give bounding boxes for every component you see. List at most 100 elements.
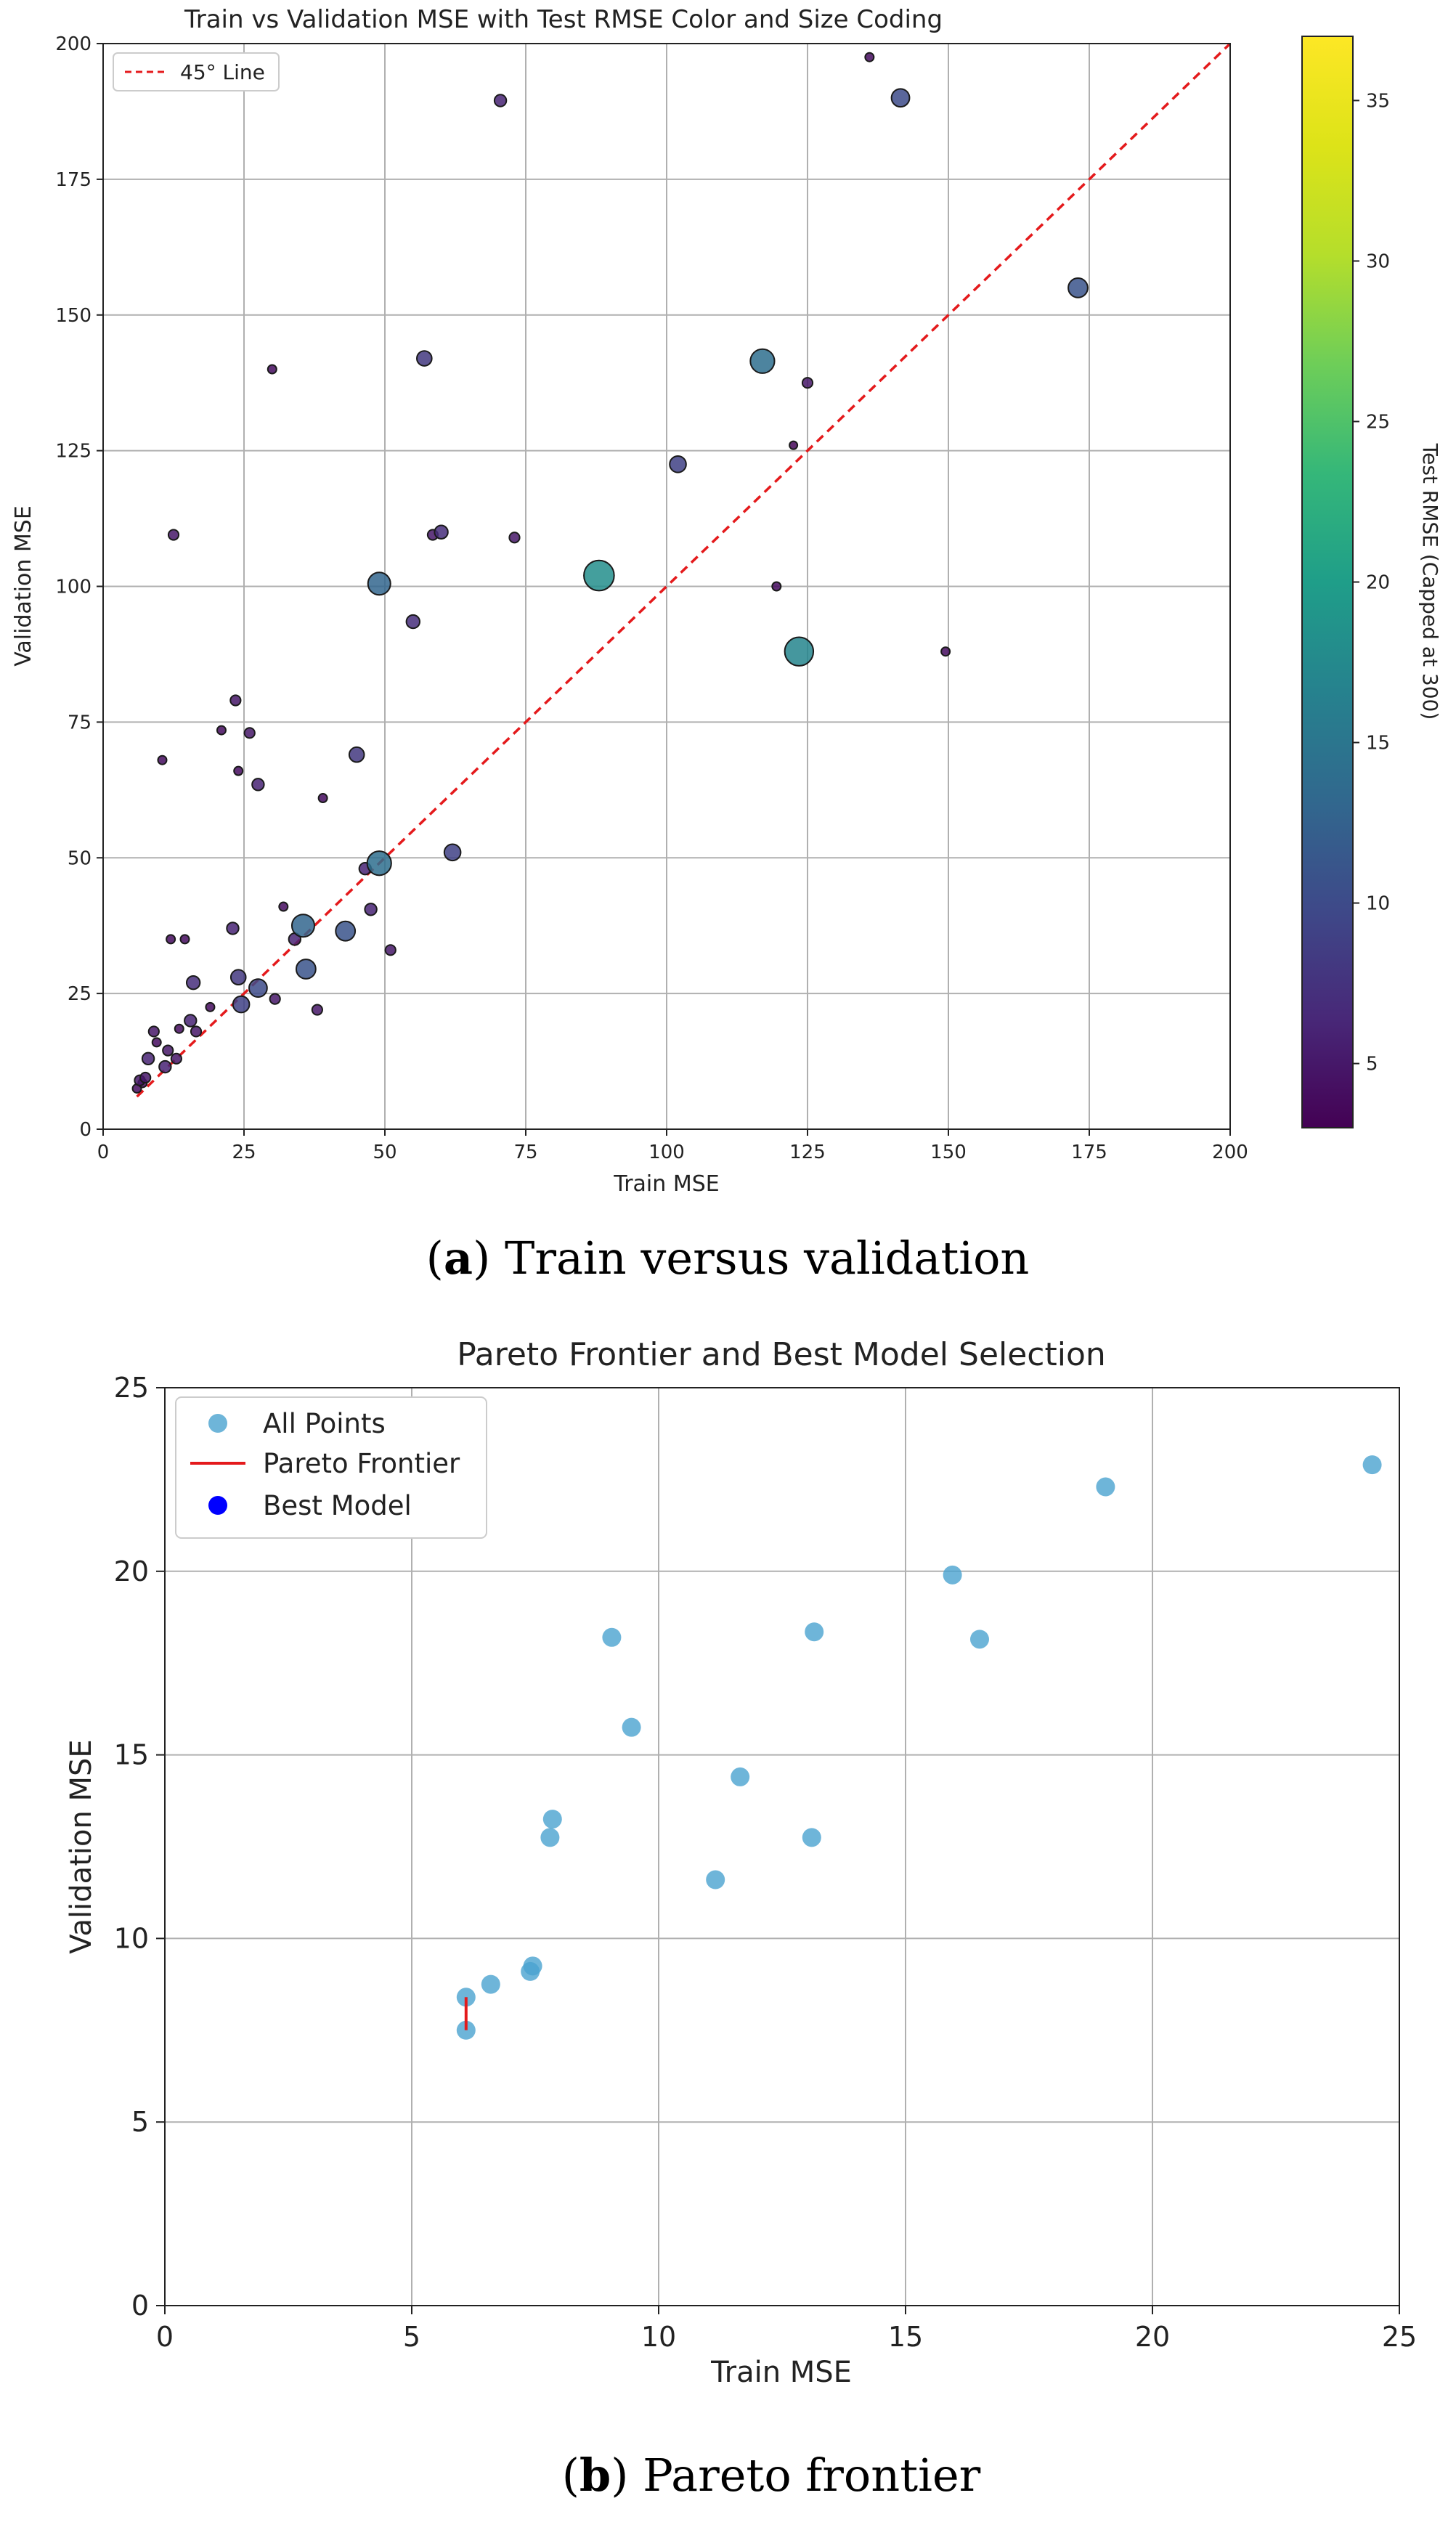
caption-a-text: Train versus validation [490,1232,1029,1285]
chart-a-title: Train vs Validation MSE with Test RMSE C… [184,5,943,34]
scatter-point [940,646,951,657]
colorbar-tick-label: 10 [1366,893,1390,915]
chart-a-legend-label: 45° Line [180,60,265,84]
chart-b-y-tick-label: 15 [114,1739,149,1771]
chart-b-x-tick-label: 10 [641,2321,676,2353]
scatter-point [771,581,782,592]
chart-a-x-tick-label: 200 [1212,1142,1248,1163]
chart-a-xlabel: Train MSE [613,1171,719,1197]
scatter-point [443,843,462,862]
scatter-point [267,364,277,375]
scatter-point [364,903,378,916]
chart-b-frame [164,1387,1400,2306]
chart-b-legend-box [175,1396,487,1539]
chart-b-x-tick-label: 0 [156,2321,174,2353]
all-points-marker [622,1717,641,1737]
chart-a-x-ticks: 0 25 50 75 100 125 150 175 200 [97,1129,1248,1163]
chart-b-x-ticks: 0 5 10 15 20 25 [156,2306,1417,2353]
chart-a-y-tick-label: 0 [79,1119,91,1141]
all-points-marker [802,1828,821,1847]
all-points-marker [970,1630,989,1649]
scatter-point [335,920,357,942]
chart-a-x-tick-label: 25 [232,1142,256,1163]
colorbar-tick-label: 5 [1366,1054,1378,1075]
scatter-point [434,524,449,540]
chart-b-points [456,1455,1382,2040]
chart-a-y-tick-label: 75 [68,712,91,733]
legend-label-all-points: All Points [263,1408,386,1439]
scatter-point [205,1001,216,1012]
chart-a-y-tick-label: 175 [55,169,91,191]
scatter-point [229,969,247,985]
chart-a-frame [102,43,1231,1130]
scatter-point [801,377,814,389]
colorbar-tick-label: 20 [1366,572,1390,594]
caption-a-label: a [444,1232,473,1285]
all-points-marker [731,1767,750,1786]
scatter-point [233,765,244,776]
scatter-point [749,348,776,374]
all-points-marker [542,1810,562,1829]
reference-line-45deg [136,42,1232,1098]
chart-b-x-tick-label: 5 [403,2321,420,2353]
all-points-marker [602,1627,622,1647]
legend-swatch-best-model [208,1496,227,1515]
chart-b-y-tick-label: 10 [114,1922,149,1954]
chart-b-x-tick-label: 20 [1135,2321,1170,2353]
chart-a-y-tick-label: 200 [55,33,91,55]
chart-a-y-tick-label: 150 [55,305,91,327]
chart-a-colorbar: 5 10 15 20 25 30 35 Test RMSE (Capped at 300) [1301,36,1442,1128]
caption-b-text: Pareto frontier [628,2449,980,2502]
chart-pareto-frontier: Pareto Frontier and Best Model Selection… [65,1336,1417,2389]
chart-b-x-tick-label: 25 [1382,2321,1417,2353]
scatter-point [789,440,799,450]
scatter-point [669,455,687,473]
chart-a-y-tick-label: 50 [68,847,91,869]
chart-b-xlabel: Train MSE [710,2356,852,2389]
colorbar-bar [1301,36,1354,1128]
scatter-point [185,975,201,991]
chart-a-x-tick-label: 0 [97,1142,110,1163]
chart-b-plot-area [165,1388,1399,2306]
scatter-point [583,559,615,592]
all-points-marker [1096,1477,1115,1497]
scatter-point [348,746,365,763]
scatter-point [229,694,242,707]
scatter-point [167,529,180,541]
scatter-point [269,993,281,1005]
colorbar-tick-label: 30 [1366,251,1390,272]
caption-b: (b) Pareto frontier [562,2449,981,2502]
scatter-point [174,1023,184,1034]
all-points-marker [805,1622,824,1642]
chart-b-y-tick-label: 25 [114,1372,149,1404]
scatter-point [162,1044,174,1057]
scatter-point [158,1059,172,1074]
chart-b-ylabel: Validation MSE [65,1739,98,1953]
scatter-point [151,1037,162,1048]
scatter-point [890,88,911,108]
scatter-point [290,914,315,938]
scatter-point [311,1004,323,1016]
chart-a-x-tick-label: 50 [373,1142,396,1163]
caption-a: (a) Train versus validation [426,1232,1030,1285]
scatter-point [384,944,396,956]
scatter-point [139,1071,152,1084]
scatter-point [179,934,190,945]
scatter-point [784,636,815,667]
caption-b-label: b [579,2449,611,2502]
scatter-point [190,1025,203,1038]
colorbar-label: Test RMSE (Capped at 300) [1418,443,1442,720]
scatter-point [295,959,317,980]
chart-a-x-tick-label: 100 [648,1142,685,1163]
chart-a-y-ticks: 0 25 50 75 100 125 150 175 200 [55,33,103,1141]
all-points-marker [540,1828,560,1847]
scatter-point [405,614,420,630]
scatter-point [416,350,433,367]
all-points-marker [943,1565,962,1585]
scatter-point [864,52,875,62]
chart-a-x-tick-label: 125 [789,1142,826,1163]
scatter-point [166,934,176,945]
all-points-marker [481,1974,500,1994]
chart-a-y-tick-label: 100 [55,577,91,598]
